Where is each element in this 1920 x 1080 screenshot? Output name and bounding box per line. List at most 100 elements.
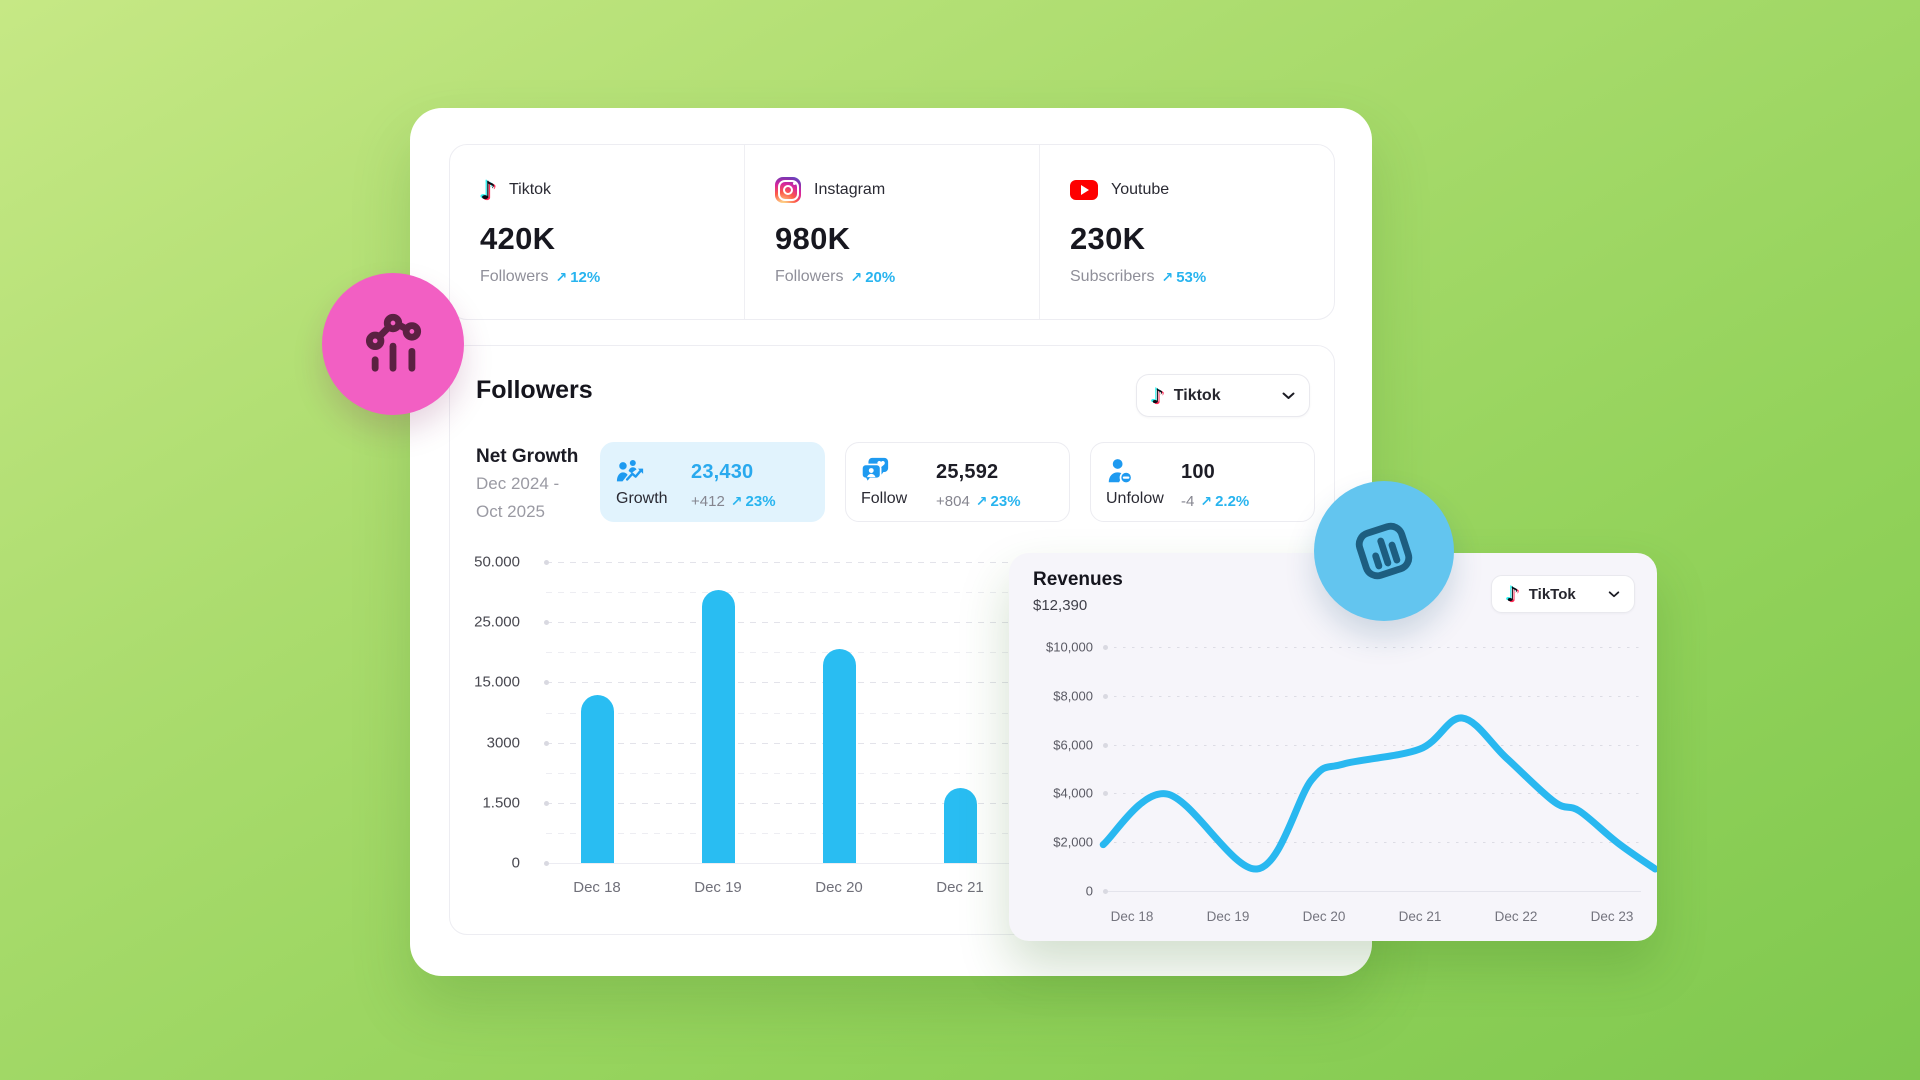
dropdown-selected-value: TikTok	[1528, 585, 1576, 603]
platform-name: Youtube	[1111, 181, 1170, 198]
stat-value: 25,592	[936, 461, 999, 483]
x-axis-tick-label: Dec 20	[815, 879, 863, 896]
y-axis-tick-label: $6,000	[1053, 737, 1093, 753]
gridline	[1105, 842, 1641, 844]
followers-bar-chart: 50.000 25.000 15.000 3000 1.500 0 Dec 18 Dec 19…	[450, 346, 1334, 934]
follower-count: 420K	[480, 221, 556, 256]
revenue-line-chart: $10,000 $8,000 $6,000 $4,000 $2,000 0 Dec 18 De…	[1009, 553, 1657, 941]
gridline-dot	[544, 740, 549, 746]
gridline-minor	[546, 592, 1310, 594]
gridline	[1105, 891, 1641, 892]
gridline-dot	[544, 560, 549, 565]
y-axis-tick-label: $8,000	[1053, 688, 1093, 704]
y-axis-tick-label: 50.000	[474, 553, 520, 571]
tiktok-icon: ♪	[480, 175, 496, 205]
revenue-card: Revenues $12,390 ♪ TikTok $10,000 $8,000 $…	[1009, 553, 1657, 941]
growth-stat-card: Growth 23,430 +412 ↗ 23%	[600, 442, 825, 522]
stat-change: 23%	[990, 493, 1021, 510]
net-growth-title: Net Growth	[476, 446, 579, 467]
y-axis-tick-label: 1.500	[482, 794, 520, 812]
line-chart-icon	[365, 313, 422, 372]
bar-dec-19	[701, 590, 735, 863]
stat-delta-row: +412 ↗ 23%	[691, 493, 776, 510]
gridline	[1105, 793, 1641, 795]
stat-delta: -4	[1181, 493, 1195, 510]
gridline-minor	[546, 652, 1310, 654]
stat-delta: +804	[936, 493, 970, 510]
platform-card-instagram: Instagram 980K Followers ↗ 20%	[744, 145, 1039, 319]
gridline	[546, 802, 1310, 804]
gridline-dot	[1103, 693, 1108, 699]
change-value: 12%	[570, 268, 601, 286]
net-growth-period: Dec 2024 -	[476, 474, 560, 493]
tiktok-icon: ♪	[1151, 383, 1164, 408]
gridline	[546, 562, 1310, 563]
stat-label: Growth	[616, 490, 668, 507]
y-axis-tick-label: 0	[1085, 883, 1093, 899]
x-axis-tick-label: Dec 22	[1494, 909, 1538, 924]
gridline-dot	[544, 680, 549, 686]
x-axis-tick-label: Dec 21	[1398, 909, 1442, 924]
follower-count: 980K	[775, 221, 851, 256]
revenue-platform-dropdown[interactable]: ♪ TikTok	[1491, 575, 1635, 613]
gridline	[546, 622, 1310, 624]
gridline-minor	[546, 712, 1310, 714]
chevron-down-icon	[1608, 590, 1620, 597]
bar-chart-icon	[1355, 522, 1413, 580]
stat-delta-row: -4 ↗ 2.2%	[1181, 493, 1249, 510]
trend-up-icon: ↗	[975, 493, 988, 509]
dropdown-selected-value: Tiktok	[1173, 386, 1221, 404]
metric-label: Subscribers	[1070, 268, 1155, 285]
revenues-total: $12,390	[1033, 597, 1088, 614]
metric-row: Subscribers ↗ 53%	[1070, 268, 1334, 286]
platform-stats-card: ♪ Tiktok 420K Followers ↗ 12% Instagram 9…	[449, 144, 1335, 320]
x-axis-tick-label: Dec 19	[1206, 909, 1250, 924]
line-chart-badge	[322, 273, 464, 415]
platform-name: Tiktok	[508, 181, 552, 198]
gridline-dot	[1103, 791, 1108, 797]
gridline	[546, 682, 1310, 684]
y-axis-tick-label: $2,000	[1053, 834, 1093, 850]
instagram-icon	[775, 177, 801, 203]
platform-name: Instagram	[814, 181, 886, 198]
revenues-title: Revenues	[1033, 569, 1123, 590]
x-axis-tick-label: Dec 20	[1302, 909, 1346, 924]
net-growth-period: Oct 2025	[476, 502, 545, 521]
gridline-minor	[546, 832, 1310, 834]
stat-value: 23,430	[691, 461, 754, 483]
bar-dec-18	[580, 695, 614, 863]
x-axis-tick-label: Dec 19	[694, 879, 742, 896]
stat-label: Follow	[861, 490, 908, 507]
gridline-dot	[1103, 645, 1108, 650]
bar-chart-badge	[1314, 481, 1454, 621]
bar-dec-20	[822, 649, 856, 863]
gridline	[1105, 647, 1641, 648]
subscriber-count: 230K	[1070, 221, 1146, 256]
stat-delta: +412	[691, 493, 725, 510]
chevron-down-icon	[1282, 392, 1295, 399]
followers-platform-dropdown[interactable]: ♪ Tiktok	[1136, 374, 1310, 417]
stat-change: 2.2%	[1215, 493, 1250, 510]
x-axis-tick-label: Dec 18	[1110, 909, 1154, 924]
y-axis-tick-label: 15.000	[474, 673, 520, 691]
follow-icon	[860, 456, 890, 486]
trend-up-icon: ↗	[1161, 268, 1174, 285]
gridline	[1105, 744, 1641, 746]
change-value: 53%	[1176, 268, 1207, 286]
change-value: 20%	[865, 268, 896, 286]
growth-icon	[615, 456, 645, 486]
y-axis-tick-label: 3000	[486, 734, 520, 752]
gridline-dot	[1103, 889, 1108, 894]
bar-dec-21	[943, 788, 977, 863]
metric-label: Followers	[480, 268, 549, 285]
unfollow-stat-card: Unfolow 100 -4 ↗ 2.2%	[1090, 442, 1315, 522]
platform-card-tiktok: ♪ Tiktok 420K Followers ↗ 12%	[450, 145, 744, 319]
platform-card-youtube: Youtube 230K Subscribers ↗ 53%	[1039, 145, 1334, 319]
gridline-dot	[1103, 742, 1108, 748]
trend-up-icon: ↗	[730, 493, 743, 509]
y-axis-tick-label: $4,000	[1053, 785, 1093, 801]
gridline-dot	[544, 861, 549, 866]
gridline	[546, 742, 1310, 744]
stat-label: Unfolow	[1106, 490, 1164, 507]
gridline-minor	[546, 772, 1310, 774]
